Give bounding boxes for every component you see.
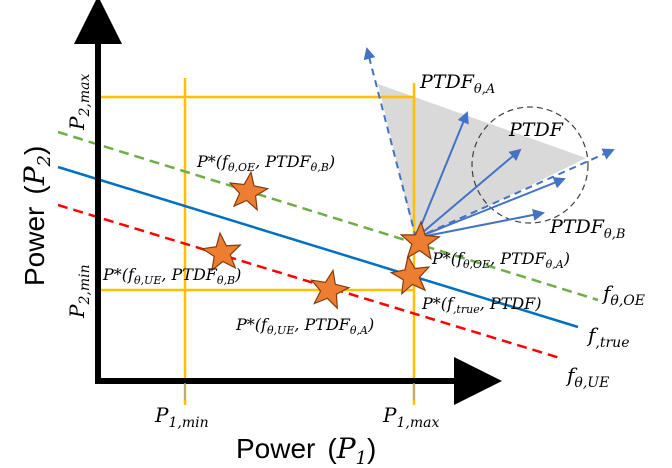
star-oe-b-icon bbox=[228, 170, 270, 212]
limit-lines bbox=[100, 78, 416, 405]
point-oe-a-label: P*(fθ,OE, PTDFθ,A) bbox=[431, 249, 570, 271]
ptdf-arrow-center bbox=[415, 148, 522, 239]
x-axis-title: Power (P1) bbox=[236, 432, 376, 468]
y-axis-title: Power(P2) bbox=[18, 146, 55, 286]
f-ue-line bbox=[57, 203, 561, 360]
ptdf-a-label: PTDFθ,A bbox=[419, 71, 495, 97]
ptdf-arrow-mid bbox=[415, 177, 566, 239]
f-ue-label: fθ,UE bbox=[565, 363, 609, 391]
f-true-label: f,true bbox=[586, 323, 629, 351]
ptdf-arrow-a bbox=[415, 111, 469, 239]
f-oe-line bbox=[57, 130, 599, 302]
star-oe-a-icon bbox=[399, 220, 441, 261]
f-true-line bbox=[57, 165, 579, 329]
p1-max-label: P1,max bbox=[382, 403, 439, 431]
ptdf-uncertainty-circle bbox=[471, 106, 589, 224]
ptdf-b-label: PTDFθ,B bbox=[549, 216, 625, 242]
point-ue-b-label: P*(fθ,UE, PTDFθ,B) bbox=[102, 265, 241, 287]
optimal-points bbox=[200, 170, 441, 310]
star-true-icon bbox=[389, 254, 431, 296]
star-ue-b-icon bbox=[200, 231, 242, 272]
point-oe-b-label: P*(fθ,OE, PTDFθ,B) bbox=[196, 152, 335, 174]
f-oe-label: fθ,OE bbox=[601, 281, 645, 309]
ptdf-center-label: PTDF bbox=[508, 119, 564, 141]
p2-min-label: P2,min bbox=[65, 264, 93, 319]
point-true-label: P*(f,true, PTDF) bbox=[421, 294, 542, 316]
p2-max-label: P2,max bbox=[65, 74, 93, 131]
ptdf-arrows bbox=[363, 47, 615, 239]
ptdf-arrow-b bbox=[415, 209, 545, 239]
p1-min-label: P1,min bbox=[154, 403, 209, 431]
point-ue-a-label: P*(fθ,UE, PTDFθ,A) bbox=[235, 315, 374, 337]
ptdf-dashed-arrow-left bbox=[363, 47, 417, 239]
star-ue-a-icon bbox=[310, 268, 351, 310]
